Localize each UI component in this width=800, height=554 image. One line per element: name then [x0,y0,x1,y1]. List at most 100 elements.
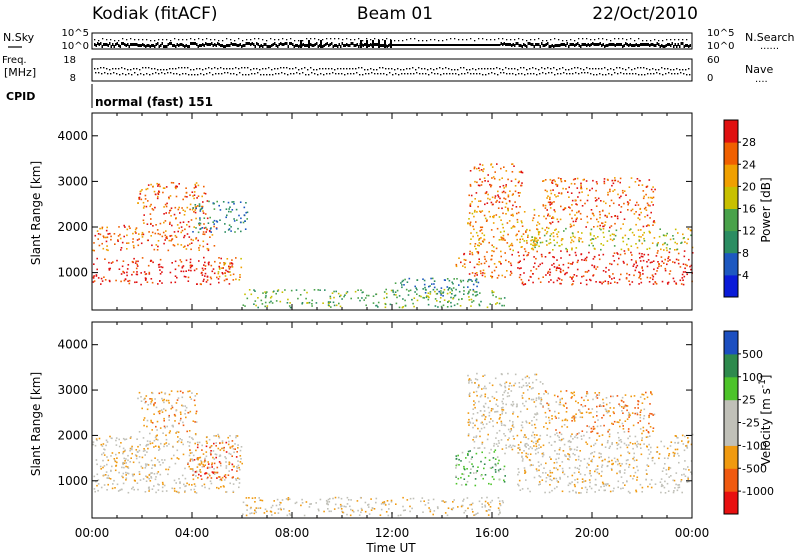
velocity-echo-cell [613,420,616,423]
velocity-echo-cell [135,457,138,460]
power-echo-cell [550,203,553,205]
velocity-echo-cell [155,406,158,409]
velocity-echo-cell [553,477,555,480]
velocity-echo-cell [145,465,147,467]
power-echo-cell [546,190,548,193]
nave-dot [311,72,313,74]
power-echo-cell [339,295,341,298]
power-echo-cell [473,167,476,170]
velocity-echo-cell [213,435,215,437]
velocity-echo-cell [497,497,500,499]
noise-sky-trace [659,45,661,48]
power-echo-cell [641,267,643,269]
velocity-echo-cell [650,391,652,393]
power-echo-cell [204,265,207,267]
velocity-echo-cell [648,443,650,446]
power-echo-cell [486,202,489,204]
velocity-echo-cell [475,418,478,421]
velocity-echo-cell [559,447,561,449]
velocity-echo-cell [146,425,148,428]
velocity-echo-cell [181,439,183,441]
nave-dot [611,74,613,76]
velocity-echo-cell [563,424,566,426]
velocity-echo-cell [620,439,622,441]
nave-dot [464,73,466,75]
velocity-echo-cell [598,456,601,459]
freq-dot [439,67,441,69]
velocity-echo-cell [281,499,284,501]
velocity-echo-cell [204,486,206,489]
velocity-echo-cell [113,479,115,482]
power-echo-cell [206,217,209,220]
power-echo-cell [158,263,161,266]
velocity-echo-cell [158,449,160,451]
nave-dot [506,73,508,75]
velocity-echo-cell [487,509,490,511]
velocity-echo-cell [460,505,463,508]
velocity-echo-cell [596,439,598,441]
freq-dot [517,69,519,71]
power-echo-cell [538,232,540,234]
power-echo-cell [140,272,142,274]
velocity-echo-cell [461,451,464,454]
velocity-echo-cell [687,476,689,479]
power-echo-cell [478,244,480,247]
velocity-echo-cell [189,458,192,461]
noise-sky-trace [512,43,514,46]
velocity-echo-cell [660,440,662,443]
power-echo-cell [145,188,147,191]
velocity-echo-cell [139,444,141,446]
power-echo-cell [224,262,227,265]
power-echo-cell [575,203,577,205]
velocity-echo-cell [616,444,619,446]
power-echo-cell [143,271,146,273]
nave-dot [437,73,439,75]
velocity-echo-cell [579,473,582,475]
power-echo-cell [338,302,340,305]
power-echo-cell [175,236,178,238]
power-echo-cell [666,243,669,246]
velocity-echo-cell [551,479,553,482]
power-echo-cell [550,233,553,235]
velocity-echo-cell [503,479,505,482]
power-echo-cell [652,204,654,206]
velocity-echo-cell [133,473,135,476]
power-echo-cell [524,283,527,285]
noise-sky-trace [145,45,147,48]
power-echo-cell [420,295,422,298]
velocity-echo-cell [96,463,98,466]
power-echo-cell [538,215,540,217]
velocity-echo-cell [478,447,481,449]
velocity-echo-cell [625,444,628,446]
power-echo-cell [313,289,316,291]
velocity-echo-cell [481,421,483,424]
power-echo-cell [264,305,266,308]
velocity-echo-cell [151,422,154,424]
power-echo-cell [571,217,573,220]
velocity-echo-cell [239,468,241,471]
power-echo-cell [194,183,196,186]
freq-dot [286,67,288,69]
nave-dot [608,73,610,75]
power-echo-cell [623,218,626,220]
power-echo-cell [135,281,138,283]
nave-dot [263,74,265,76]
nave-dot [344,74,346,76]
power-echo-cell [168,196,170,199]
velocity-echo-cell [249,507,252,510]
noise-sky-trace [262,45,264,48]
power-echo-cell [638,184,640,186]
velocity-echo-cell [476,394,478,397]
power-echo-cell [452,282,454,285]
velocity-echo-cell [144,397,146,400]
noise-search-dot [570,39,572,41]
velocity-echo-cell [101,445,104,447]
power-echo-cell [170,234,173,237]
power-echo-cell [612,190,614,192]
noise-sky-trace [127,43,129,46]
power-echo-cell [610,216,613,218]
freq-dot [508,68,510,70]
power-echo-cell [120,273,123,275]
velocity-echo-cell [96,473,99,476]
noise-sky-trace [640,43,642,46]
